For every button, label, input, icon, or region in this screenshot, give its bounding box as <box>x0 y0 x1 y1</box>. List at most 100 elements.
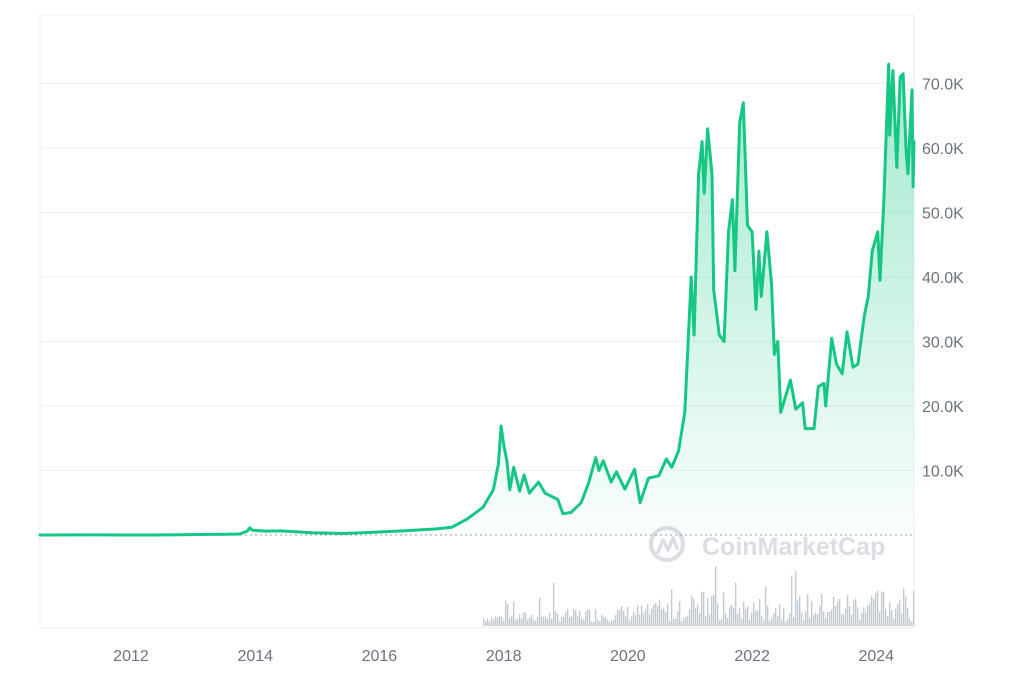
volume-bar <box>786 619 789 626</box>
volume-bar <box>536 617 539 626</box>
volume-bar <box>584 611 587 626</box>
volume-bar <box>646 603 649 626</box>
volume-bar <box>692 598 695 626</box>
volume-bar <box>576 615 579 626</box>
volume-bar <box>880 591 883 626</box>
volume-bar <box>540 616 543 626</box>
volume-bar <box>562 616 565 626</box>
volume-bar <box>686 615 689 626</box>
volume-bar <box>524 612 527 626</box>
volume-bar <box>594 609 597 626</box>
volume-bar <box>580 618 583 626</box>
volume-bar <box>522 612 525 626</box>
volume-bar <box>590 621 593 626</box>
volume-bar <box>538 597 541 626</box>
volume-bar <box>842 613 845 626</box>
volume-bar <box>876 590 879 626</box>
y-tick-label: 20.0K <box>922 399 964 416</box>
volume-bar <box>752 602 755 626</box>
volume-bar <box>730 604 733 626</box>
y-tick-label: 10.0K <box>922 464 964 481</box>
volume-bar <box>564 612 567 626</box>
volume-bar <box>738 608 741 626</box>
volume-bar <box>840 614 843 626</box>
volume-bar <box>838 598 841 626</box>
volume-bar <box>598 621 601 626</box>
volume-bar <box>864 611 867 626</box>
volume-bar <box>756 610 759 626</box>
volume-bar <box>508 617 511 626</box>
volume-bars <box>482 566 915 626</box>
volume-bar <box>716 603 719 626</box>
volume-bar <box>890 610 893 626</box>
volume-bar <box>546 618 549 626</box>
volume-bar <box>682 618 685 626</box>
volume-bar <box>696 603 699 626</box>
volume-bar <box>722 592 725 626</box>
volume-bar <box>694 608 697 626</box>
volume-bar <box>664 612 667 626</box>
volume-bar <box>622 611 625 626</box>
volume-bar <box>800 613 803 626</box>
volume-bar <box>610 620 613 626</box>
volume-bar <box>606 619 609 626</box>
volume-bar <box>808 617 811 626</box>
volume-bar <box>826 612 829 626</box>
volume-bar <box>732 607 735 626</box>
volume-bar <box>828 612 831 626</box>
volume-bar <box>608 621 611 626</box>
volume-bar <box>764 586 767 626</box>
volume-bar <box>806 594 809 626</box>
volume-bar <box>586 609 589 626</box>
volume-bar <box>790 575 793 626</box>
volume-bar <box>888 602 891 626</box>
volume-bar <box>618 609 621 626</box>
x-tick-label: 2012 <box>113 648 149 665</box>
x-tick-label: 2024 <box>858 648 894 665</box>
volume-bar <box>490 616 493 626</box>
volume-bar <box>902 588 905 626</box>
volume-bar <box>760 615 763 626</box>
volume-bar <box>628 620 631 626</box>
volume-bar <box>634 615 637 626</box>
volume-bar <box>798 595 801 626</box>
volume-bar <box>886 616 889 626</box>
volume-bar <box>874 593 877 626</box>
volume-bar <box>520 618 523 626</box>
y-tick-label: 60.0K <box>922 141 964 158</box>
volume-bar <box>748 619 751 626</box>
volume-bar <box>774 607 777 626</box>
volume-bar <box>530 614 533 626</box>
volume-bar <box>488 621 491 626</box>
volume-bar <box>848 606 851 626</box>
volume-bar <box>856 607 859 626</box>
volume-bar <box>658 599 661 626</box>
volume-bar <box>510 615 513 626</box>
volume-bar <box>554 611 557 626</box>
volume-bar <box>690 595 693 626</box>
volume-bar <box>812 614 815 626</box>
volume-bar <box>802 620 805 626</box>
volume-bar <box>688 609 691 626</box>
volume-bar <box>762 620 765 626</box>
watermark-text: CoinMarketCap <box>702 533 885 561</box>
volume-bar <box>712 595 715 626</box>
volume-bar <box>882 592 885 626</box>
volume-bar <box>792 617 795 626</box>
volume-bar <box>652 604 655 626</box>
volume-bar <box>506 603 509 626</box>
volume-bar <box>604 617 607 626</box>
volume-bar <box>900 613 903 626</box>
volume-bar <box>588 609 591 626</box>
price-line <box>38 62 916 537</box>
volume-bar <box>794 571 797 626</box>
volume-bar <box>552 582 555 626</box>
volume-bar <box>820 593 823 626</box>
volume-bar <box>684 617 687 626</box>
volume-bar <box>676 611 679 626</box>
volume-bar <box>670 589 673 626</box>
volume-bar <box>892 618 895 626</box>
volume-bar <box>740 618 743 626</box>
x-tick-label: 2018 <box>486 648 522 665</box>
